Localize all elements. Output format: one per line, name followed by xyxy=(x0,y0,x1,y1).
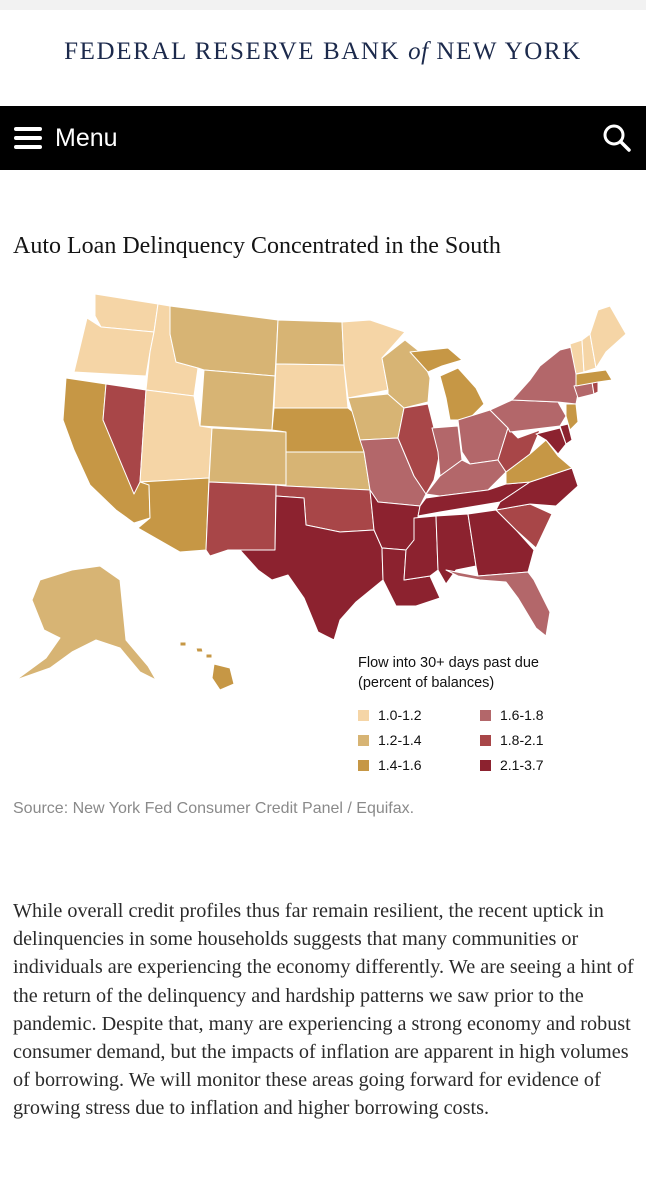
legend-title: Flow into 30+ days past due (percent of … xyxy=(358,653,539,693)
logo-text-part1: FEDERAL RESERVE BANK xyxy=(64,38,401,65)
menu-label: Menu xyxy=(55,123,118,152)
legend-item-5: 1.8-2.1 xyxy=(480,732,544,748)
state-ks xyxy=(285,451,371,491)
logo-text-of: of xyxy=(408,38,429,65)
state-ne xyxy=(271,407,365,453)
state-ny xyxy=(511,345,581,405)
search-button[interactable] xyxy=(602,123,632,153)
legend-swatch xyxy=(480,709,491,721)
state-md xyxy=(535,427,567,455)
state-il xyxy=(397,403,441,495)
state-sd xyxy=(273,363,349,409)
legend-title-line2: (percent of balances) xyxy=(358,675,495,691)
hamburger-icon xyxy=(14,127,42,149)
state-co xyxy=(208,427,287,486)
state-ak xyxy=(15,565,157,681)
legend-swatch xyxy=(358,734,369,746)
legend-swatch xyxy=(480,759,491,771)
legend-swatch xyxy=(480,734,491,746)
state-nm xyxy=(205,481,277,557)
site-logo[interactable]: FEDERAL RESERVE BANK of NEW YORK xyxy=(0,38,646,66)
legend-swatch xyxy=(358,709,369,721)
legend-title-line1: Flow into 30+ days past due xyxy=(358,655,539,671)
state-de xyxy=(559,423,573,445)
legend-item-6: 2.1-3.7 xyxy=(480,757,544,773)
state-ma xyxy=(575,369,613,387)
legend-label: 1.4-1.6 xyxy=(378,757,422,773)
menu-button[interactable]: Menu xyxy=(14,122,118,154)
legend-item-1: 1.0-1.2 xyxy=(358,707,422,723)
state-nv xyxy=(102,383,147,495)
state-nj xyxy=(565,403,579,431)
state-hi xyxy=(179,641,235,691)
state-wy xyxy=(199,369,276,431)
state-me xyxy=(589,305,627,369)
state-tx xyxy=(227,495,384,641)
article-title: Auto Loan Delinquency Concentrated in th… xyxy=(13,233,501,259)
source-note: Source: New York Fed Consumer Credit Pan… xyxy=(13,800,415,817)
legend-item-3: 1.4-1.6 xyxy=(358,757,422,773)
state-nd xyxy=(275,319,345,366)
legend-item-2: 1.2-1.4 xyxy=(358,732,422,748)
logo-text-part2: NEW YORK xyxy=(436,38,582,65)
state-fl xyxy=(445,569,551,637)
us-delinquency-map xyxy=(15,293,627,691)
state-va xyxy=(505,439,573,485)
browser-top-strip xyxy=(0,0,646,10)
legend-swatch xyxy=(358,759,369,771)
legend-label: 1.2-1.4 xyxy=(378,732,422,748)
nav-bar: Menu xyxy=(0,106,646,170)
legend-label: 1.8-2.1 xyxy=(500,732,544,748)
state-mi xyxy=(409,347,485,421)
legend-item-4: 1.6-1.8 xyxy=(480,707,544,723)
legend-label: 1.6-1.8 xyxy=(500,707,544,723)
search-icon xyxy=(603,124,631,152)
article-body: While overall credit profiles thus far r… xyxy=(13,900,634,1120)
legend-label: 2.1-3.7 xyxy=(500,757,544,773)
legend-label: 1.0-1.2 xyxy=(378,707,422,723)
state-wa xyxy=(94,293,159,333)
